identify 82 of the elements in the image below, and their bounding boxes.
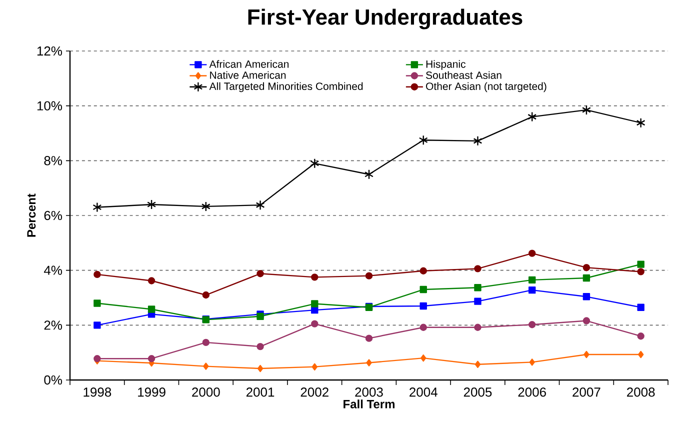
- point: [366, 359, 372, 366]
- chart-title: First-Year Undergraduates: [248, 8, 522, 30]
- point: [582, 104, 591, 116]
- point: [637, 268, 644, 276]
- point: [528, 286, 536, 294]
- point: [365, 334, 373, 342]
- point: [148, 306, 156, 313]
- y-tick-label: 8%: [44, 156, 62, 166]
- point: [365, 272, 373, 280]
- point: [528, 276, 536, 284]
- point: [203, 362, 209, 370]
- point: [311, 300, 318, 308]
- point: [420, 354, 426, 362]
- point: [420, 324, 427, 331]
- y-axis-title: Percent: [27, 194, 36, 237]
- point: [94, 300, 101, 307]
- point: [148, 277, 156, 284]
- legend-label: All Targeted Minorities Combined: [209, 82, 363, 92]
- point: [256, 270, 264, 278]
- legend-label: Southeast Asian: [426, 71, 502, 79]
- point: [92, 202, 102, 212]
- x-tick-label: 2007: [572, 388, 600, 397]
- point: [148, 355, 156, 362]
- point: [474, 284, 482, 292]
- y-tick-label: 12%: [37, 46, 62, 56]
- point: [636, 118, 646, 128]
- point: [311, 274, 318, 281]
- point: [202, 291, 210, 299]
- legend-label: Native American: [210, 71, 286, 79]
- point: [311, 320, 318, 328]
- legend-label: African American: [209, 60, 289, 68]
- point: [364, 169, 374, 180]
- legend-label: Other Asian (not targeted): [426, 82, 546, 92]
- point: [528, 112, 537, 122]
- x-tick-label: 1999: [138, 388, 166, 397]
- x-tick-label: 1998: [84, 388, 112, 397]
- point: [256, 342, 264, 350]
- point: [474, 265, 482, 272]
- point: [418, 135, 428, 146]
- point: [582, 293, 590, 300]
- point: [420, 267, 427, 274]
- point: [257, 364, 264, 372]
- point: [312, 363, 318, 370]
- y-tick-label: 0%: [44, 375, 62, 385]
- x-tick-label: 2000: [192, 388, 220, 397]
- x-axis-title: Fall Term: [344, 400, 394, 408]
- point: [584, 350, 590, 358]
- point: [638, 350, 644, 358]
- y-tick-label: 4%: [44, 266, 62, 275]
- point: [94, 270, 101, 278]
- point: [528, 321, 536, 328]
- legend-label: Hispanic: [426, 60, 466, 70]
- point: [474, 298, 482, 305]
- point: [94, 322, 101, 329]
- x-tick-label: 2006: [518, 388, 546, 397]
- x-tick-label: 2002: [300, 388, 328, 397]
- point: [202, 338, 210, 346]
- y-tick-label: 2%: [44, 320, 62, 330]
- point: [528, 250, 536, 257]
- point: [201, 201, 210, 212]
- y-tick-label: 10%: [37, 101, 62, 110]
- point: [147, 199, 156, 210]
- x-tick-label: 2005: [464, 388, 492, 397]
- point: [474, 360, 481, 368]
- x-tick-label: 2003: [355, 388, 383, 397]
- point: [310, 158, 320, 169]
- point: [637, 332, 644, 340]
- point: [637, 304, 644, 311]
- x-tick-label: 2004: [410, 388, 438, 397]
- point: [582, 317, 590, 324]
- point: [474, 324, 482, 331]
- x-tick-label: 2008: [627, 388, 655, 397]
- point: [582, 264, 590, 272]
- point: [637, 260, 644, 268]
- point: [582, 274, 590, 282]
- y-tick-label: 6%: [44, 210, 62, 220]
- x-tick-label: 2001: [246, 388, 274, 397]
- point: [529, 358, 535, 366]
- point: [473, 136, 482, 146]
- point: [256, 200, 265, 210]
- point: [420, 302, 427, 310]
- point: [420, 286, 427, 294]
